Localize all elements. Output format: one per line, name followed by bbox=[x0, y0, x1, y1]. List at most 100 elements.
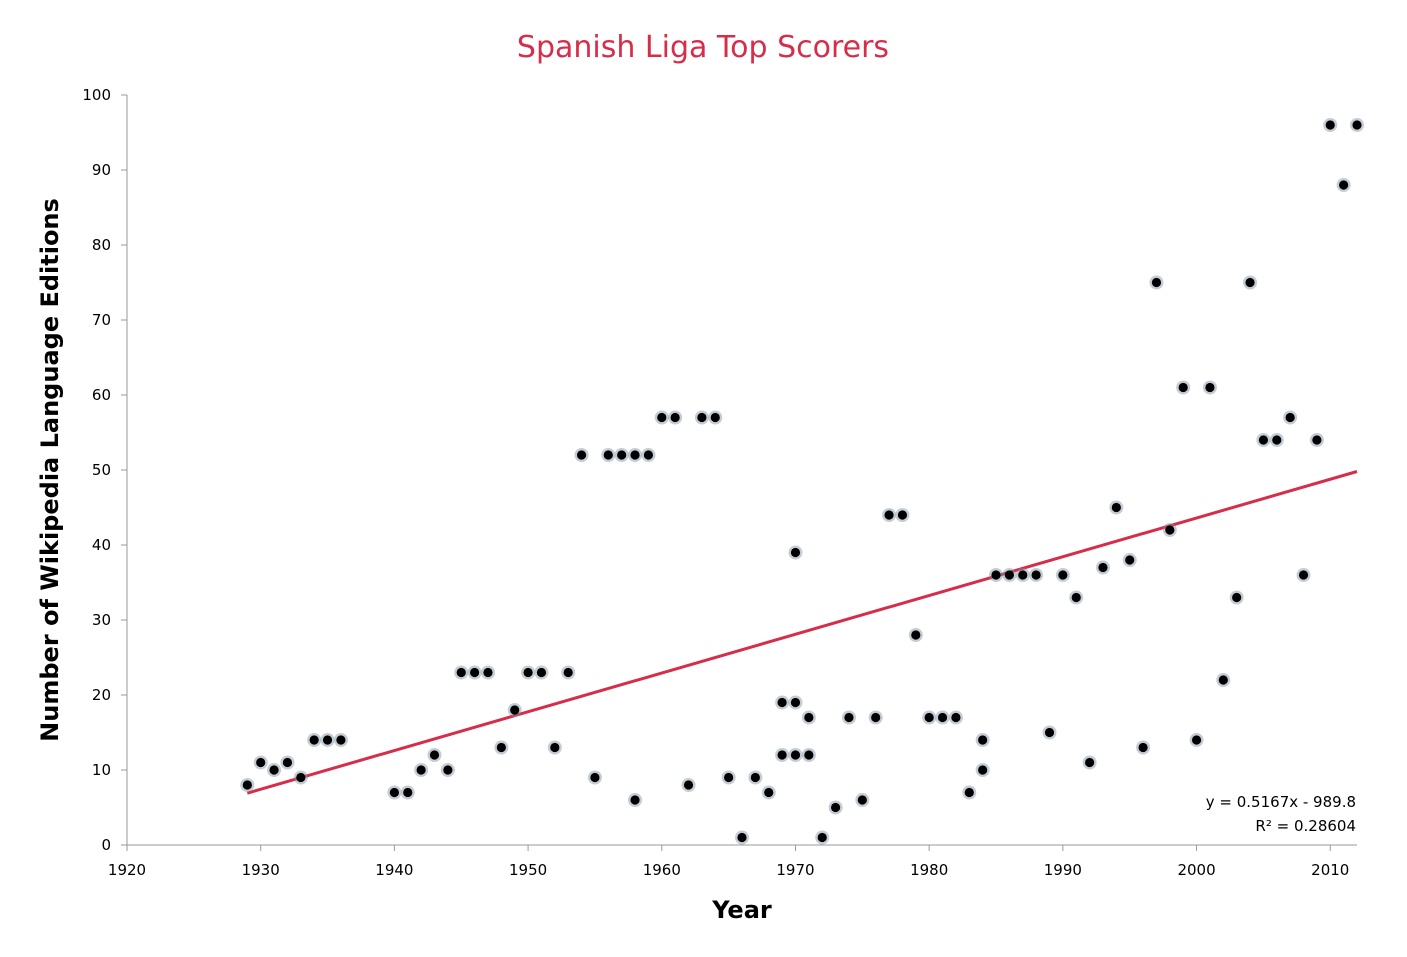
x-tick-label: 1980 bbox=[910, 861, 948, 879]
y-tick-label: 0 bbox=[101, 836, 111, 854]
data-point bbox=[536, 667, 547, 678]
data-point bbox=[777, 750, 787, 760]
data-point bbox=[617, 450, 627, 460]
data-point bbox=[911, 630, 921, 640]
data-point bbox=[1245, 277, 1255, 288]
data-point bbox=[282, 757, 293, 768]
data-point bbox=[790, 750, 801, 760]
y-tick-label: 40 bbox=[92, 536, 111, 554]
y-tick-label: 50 bbox=[92, 461, 111, 479]
data-point bbox=[563, 667, 573, 678]
y-tick-label: 60 bbox=[92, 386, 111, 404]
data-point bbox=[1339, 180, 1349, 190]
trendline-r-squared: R² = 0.28604 bbox=[1255, 817, 1356, 835]
trendline-equation: y = 0.5167x - 989.8 bbox=[1206, 793, 1356, 811]
data-point bbox=[670, 412, 680, 423]
y-tick-label: 10 bbox=[92, 761, 111, 779]
data-point bbox=[1232, 592, 1242, 603]
data-point bbox=[697, 412, 707, 423]
y-tick-label: 100 bbox=[82, 86, 111, 104]
data-point bbox=[630, 450, 640, 460]
data-point bbox=[737, 832, 747, 843]
data-point bbox=[724, 772, 734, 783]
data-point bbox=[309, 735, 319, 745]
data-point bbox=[991, 570, 1001, 580]
data-point bbox=[576, 450, 587, 460]
data-point bbox=[683, 780, 694, 790]
data-point bbox=[884, 510, 894, 520]
data-point bbox=[643, 450, 654, 460]
x-axis-label: Year bbox=[711, 896, 772, 924]
data-point bbox=[322, 735, 333, 745]
data-point bbox=[804, 750, 814, 760]
data-point bbox=[470, 667, 480, 678]
data-point bbox=[710, 412, 720, 423]
data-point bbox=[817, 832, 827, 843]
data-point bbox=[1205, 382, 1215, 393]
data-point bbox=[403, 787, 413, 798]
data-point bbox=[1191, 735, 1202, 745]
data-point bbox=[1312, 435, 1322, 445]
data-point bbox=[389, 787, 399, 798]
data-point bbox=[1352, 120, 1362, 130]
data-point bbox=[657, 412, 667, 423]
data-point bbox=[777, 697, 787, 708]
data-point bbox=[790, 697, 801, 708]
data-point bbox=[1044, 727, 1055, 738]
data-point bbox=[844, 712, 854, 723]
data-point bbox=[630, 795, 640, 805]
data-point bbox=[443, 765, 453, 775]
data-point bbox=[1325, 120, 1335, 130]
y-tick-label: 90 bbox=[92, 161, 111, 179]
axes bbox=[126, 95, 1357, 846]
x-tick-label: 1960 bbox=[643, 861, 681, 879]
data-point bbox=[496, 742, 506, 753]
data-point bbox=[830, 802, 841, 813]
data-point bbox=[1285, 412, 1295, 423]
data-point bbox=[804, 712, 814, 723]
data-point bbox=[964, 787, 974, 798]
data-point bbox=[590, 772, 600, 783]
data-point bbox=[1111, 502, 1121, 513]
data-point bbox=[1151, 277, 1162, 288]
x-tick-label: 1930 bbox=[242, 861, 280, 879]
data-point bbox=[937, 712, 948, 723]
x-tick-label: 2000 bbox=[1177, 861, 1215, 879]
data-point bbox=[1031, 570, 1041, 580]
data-point bbox=[1098, 562, 1108, 573]
data-point bbox=[296, 772, 306, 783]
data-point bbox=[1218, 675, 1228, 685]
trendline bbox=[246, 470, 1358, 795]
data-point bbox=[764, 787, 774, 798]
x-tick-label: 1950 bbox=[509, 861, 547, 879]
data-point bbox=[603, 450, 613, 460]
data-point bbox=[1165, 525, 1175, 535]
y-tick-label: 30 bbox=[92, 611, 111, 629]
x-tick-label: 2010 bbox=[1311, 861, 1349, 879]
data-point bbox=[429, 750, 440, 760]
data-point bbox=[550, 742, 560, 753]
x-tick-label: 1940 bbox=[375, 861, 413, 879]
x-axis-ticks: 1920 1930 1940 1950 1960 1970 1980 1990 2000 2010 bbox=[108, 845, 1349, 879]
data-point bbox=[1071, 592, 1081, 603]
data-point bbox=[1085, 757, 1095, 768]
y-tick-label: 20 bbox=[92, 686, 111, 704]
data-point bbox=[256, 757, 266, 768]
data-point bbox=[1272, 435, 1282, 445]
x-tick-label: 1920 bbox=[108, 861, 146, 879]
data-point bbox=[978, 735, 988, 745]
x-tick-label: 1990 bbox=[1044, 861, 1082, 879]
data-point bbox=[1125, 555, 1135, 565]
data-point bbox=[1138, 742, 1148, 753]
data-point bbox=[1178, 382, 1188, 393]
data-point bbox=[871, 712, 881, 723]
data-point bbox=[336, 735, 346, 745]
data-point bbox=[483, 667, 493, 678]
data-point bbox=[456, 667, 466, 678]
data-points bbox=[240, 118, 1364, 845]
data-point bbox=[951, 712, 961, 723]
data-point bbox=[750, 772, 760, 783]
data-point bbox=[1018, 570, 1028, 580]
y-axis-ticks: 0 10 20 30 40 50 60 70 80 90 100 bbox=[82, 86, 127, 854]
